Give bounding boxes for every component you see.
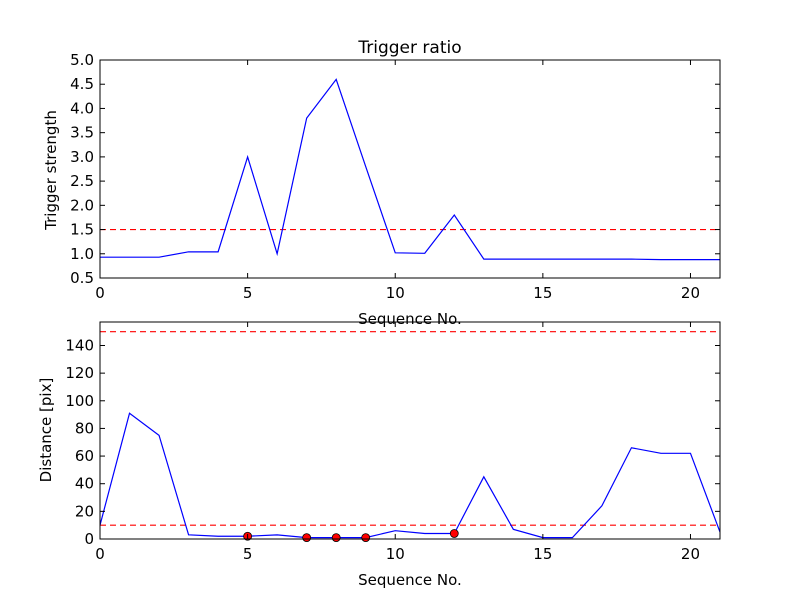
bottom-x-axis-label: Sequence No. (358, 571, 462, 589)
bottom-plot-area: 0 5 10 15 20 0 20 40 60 80 100 120 140 (65, 321, 721, 563)
top-plot-content (100, 78, 720, 261)
top-y-axis-label: Trigger strength (42, 110, 60, 231)
top-y-tick-label-8: 4.5 (70, 75, 94, 93)
bottom-y-tick-label-7: 140 (65, 336, 94, 354)
top-x-tick-label-4: 20 (681, 284, 700, 302)
top-y-tick-label-6: 3.5 (70, 124, 94, 142)
bottom-y-tick-label-1: 20 (75, 502, 94, 520)
bottom-y-tick-label-4: 80 (75, 419, 94, 437)
bottom-plot-content (100, 331, 720, 539)
bottom-marker-point-4 (449, 529, 459, 538)
top-series-line-0 (100, 78, 720, 261)
bottom-y-tick-label-5: 100 (65, 392, 94, 410)
top-y-tick-label-5: 3.0 (70, 148, 94, 166)
bottom-marker-point-3 (361, 533, 371, 543)
top-x-tick-label-2: 10 (386, 284, 405, 302)
top-x-tick-label-3: 15 (533, 284, 552, 302)
top-x-tick-label-0: 0 (95, 284, 105, 302)
bottom-panel: Sequence No. Distance [pix] 0 5 10 15 20 0 20 4… (37, 321, 721, 589)
top-y-tick-label-4: 2.5 (70, 172, 94, 190)
bottom-x-tick-label-4: 20 (681, 545, 700, 563)
top-y-tick-label-7: 4.0 (70, 99, 94, 117)
top-x-tick-label-1: 5 (243, 284, 253, 302)
bottom-y-tick-label-0: 0 (84, 530, 94, 548)
bottom-y-tick-label-3: 60 (75, 447, 94, 465)
bottom-x-tick-label-3: 15 (533, 545, 552, 563)
top-y-tick-label-3: 2.0 (70, 196, 94, 214)
bottom-axes-frame (99, 321, 721, 540)
bottom-x-tick-label-2: 10 (386, 545, 405, 563)
top-y-tick-label-0: 0.5 (70, 269, 94, 287)
bottom-y-tick-label-6: 120 (65, 364, 94, 382)
bottom-marker-point-1 (302, 533, 312, 543)
top-x-axis-label: Sequence No. (358, 310, 462, 328)
top-y-tick-label-2: 1.5 (70, 221, 94, 239)
bottom-y-tick-label-2: 40 (75, 475, 94, 493)
bottom-marker-point-2 (331, 533, 341, 543)
top-y-tick-label-9: 5.0 (70, 51, 94, 69)
bottom-series-line-0 (100, 412, 720, 539)
top-y-tick-label-1: 1.0 (70, 245, 94, 263)
bottom-y-axis-label: Distance [pix] (37, 378, 55, 483)
top-chart-title: Trigger ratio (357, 38, 461, 58)
bottom-x-tick-label-1: 5 (243, 545, 253, 563)
top-panel: Trigger ratio Sequence No. Trigger stren… (42, 38, 721, 328)
top-plot-area: 0 5 10 15 20 0.5 1.0 1.5 2.0 2.5 3.0 3.5 4.0 4.5 5.0 (70, 51, 721, 302)
top-axes-frame (99, 59, 721, 279)
bottom-x-tick-label-0: 0 (95, 545, 105, 563)
